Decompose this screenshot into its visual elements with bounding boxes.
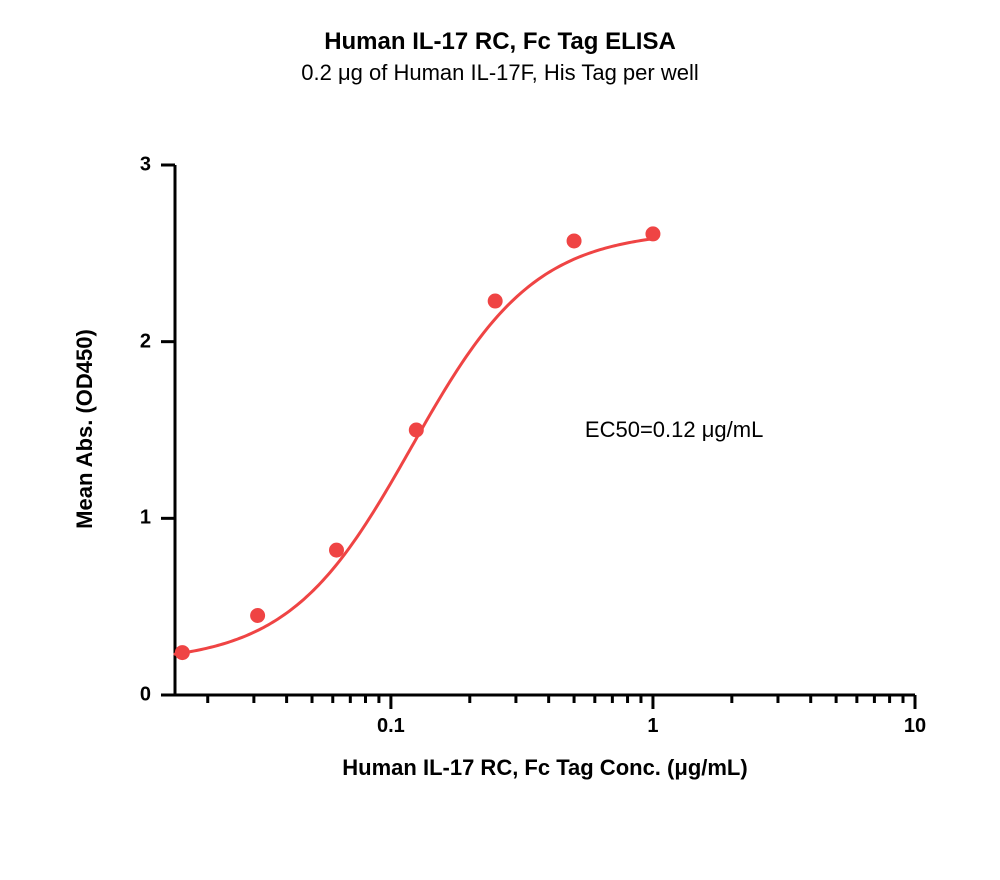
x-tick-label: 10 [904, 715, 926, 738]
data-point [567, 234, 581, 248]
x-tick-label: 0.1 [377, 715, 405, 738]
figure-container: Human IL-17 RC, Fc Tag ELISA 0.2 μg of H… [0, 0, 1000, 880]
data-point [175, 646, 189, 660]
y-tick-label: 3 [140, 154, 151, 177]
data-point [409, 423, 423, 437]
title-block: Human IL-17 RC, Fc Tag ELISA 0.2 μg of H… [0, 28, 1000, 86]
plot-svg [175, 165, 915, 695]
fit-curve [175, 239, 653, 654]
y-tick-label: 1 [140, 507, 151, 530]
y-tick-label: 2 [140, 330, 151, 353]
ec50-annotation: EC50=0.12 μg/mL [585, 417, 763, 443]
data-point [329, 543, 343, 557]
data-point [488, 294, 502, 308]
y-axis-label: Mean Abs. (OD450) [72, 164, 98, 694]
chart-title: Human IL-17 RC, Fc Tag ELISA [0, 28, 1000, 56]
data-point [251, 609, 265, 623]
x-axis-label: Human IL-17 RC, Fc Tag Conc. (μg/mL) [175, 755, 915, 781]
data-point [646, 227, 660, 241]
y-tick-label: 0 [140, 684, 151, 707]
chart-subtitle: 0.2 μg of Human IL-17F, His Tag per well [0, 60, 1000, 86]
plot-area [175, 165, 915, 695]
x-tick-label: 1 [647, 715, 658, 738]
